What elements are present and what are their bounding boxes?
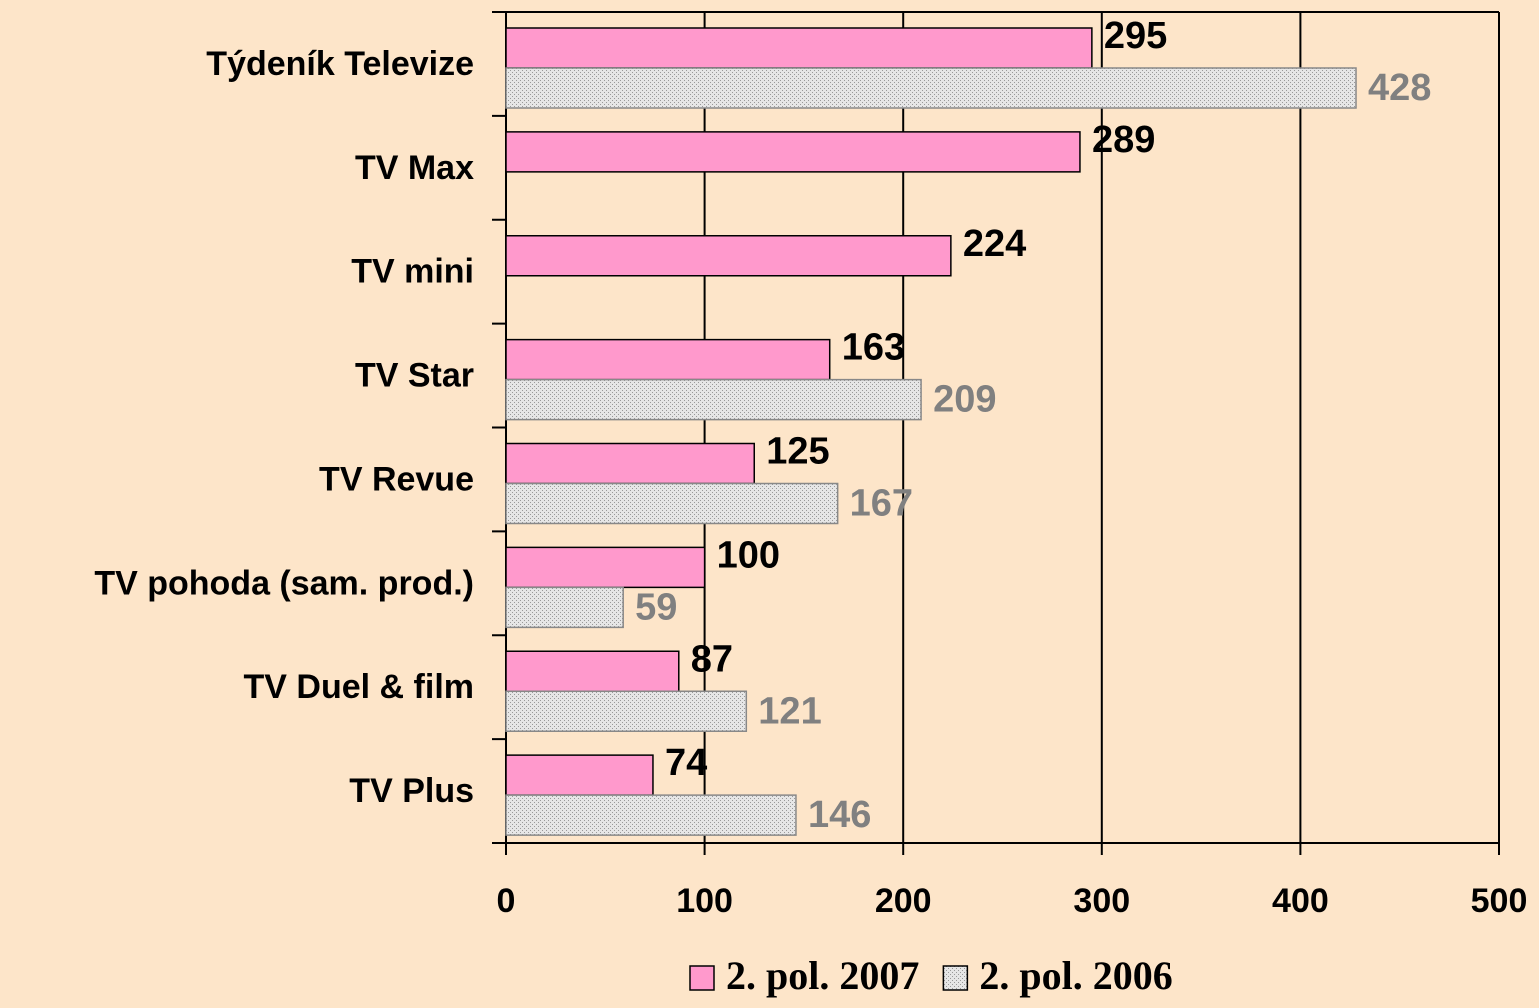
bar — [505, 338, 831, 381]
x-tick-label: 500 — [1471, 882, 1528, 920]
bar — [505, 442, 755, 485]
value-label: 121 — [758, 690, 821, 732]
value-label: 209 — [933, 379, 996, 421]
x-tick-label: 100 — [676, 882, 733, 920]
y-tick-label: TV Plus — [349, 772, 474, 810]
value-label: 295 — [1104, 15, 1167, 57]
x-tick-label: 0 — [497, 882, 516, 920]
bar — [505, 794, 797, 836]
y-tick-label: TV Revue — [319, 460, 474, 498]
value-label: 146 — [808, 794, 871, 836]
bar — [505, 482, 839, 525]
legend-swatch — [942, 965, 969, 991]
y-tick-label: TV Max — [355, 149, 474, 187]
bar — [505, 67, 1357, 109]
bar — [505, 131, 1081, 173]
y-tick-label: TV mini — [351, 253, 474, 291]
bar — [505, 754, 654, 796]
bar — [505, 586, 624, 629]
x-tick-label: 300 — [1073, 882, 1130, 920]
y-tick-label: TV Duel & film — [244, 668, 474, 706]
value-label: 428 — [1368, 67, 1431, 109]
value-label: 125 — [766, 431, 829, 473]
x-tick-label: 400 — [1272, 882, 1329, 920]
value-label: 289 — [1092, 119, 1155, 161]
value-label: 167 — [850, 483, 913, 525]
value-label: 59 — [635, 586, 677, 628]
bar — [505, 546, 706, 589]
y-tick-label: Týdeník Televize — [206, 45, 474, 83]
value-label: 100 — [717, 534, 780, 576]
bar — [505, 690, 748, 732]
y-tick-label: TV pohoda (sam. prod.) — [94, 564, 474, 602]
value-label: 163 — [842, 327, 905, 369]
legend-label: 2. pol. 2007 — [726, 953, 919, 998]
x-tick-label: 200 — [875, 882, 932, 920]
legend-swatch — [689, 965, 715, 991]
bar — [505, 378, 922, 421]
value-label: 87 — [691, 638, 733, 680]
value-label: 74 — [665, 742, 707, 784]
value-label: 224 — [963, 223, 1026, 265]
legend-label: 2. pol. 2006 — [979, 953, 1172, 998]
y-tick-label: TV Star — [355, 357, 474, 395]
bar — [505, 650, 680, 692]
bar — [505, 27, 1093, 69]
bar — [505, 235, 952, 277]
